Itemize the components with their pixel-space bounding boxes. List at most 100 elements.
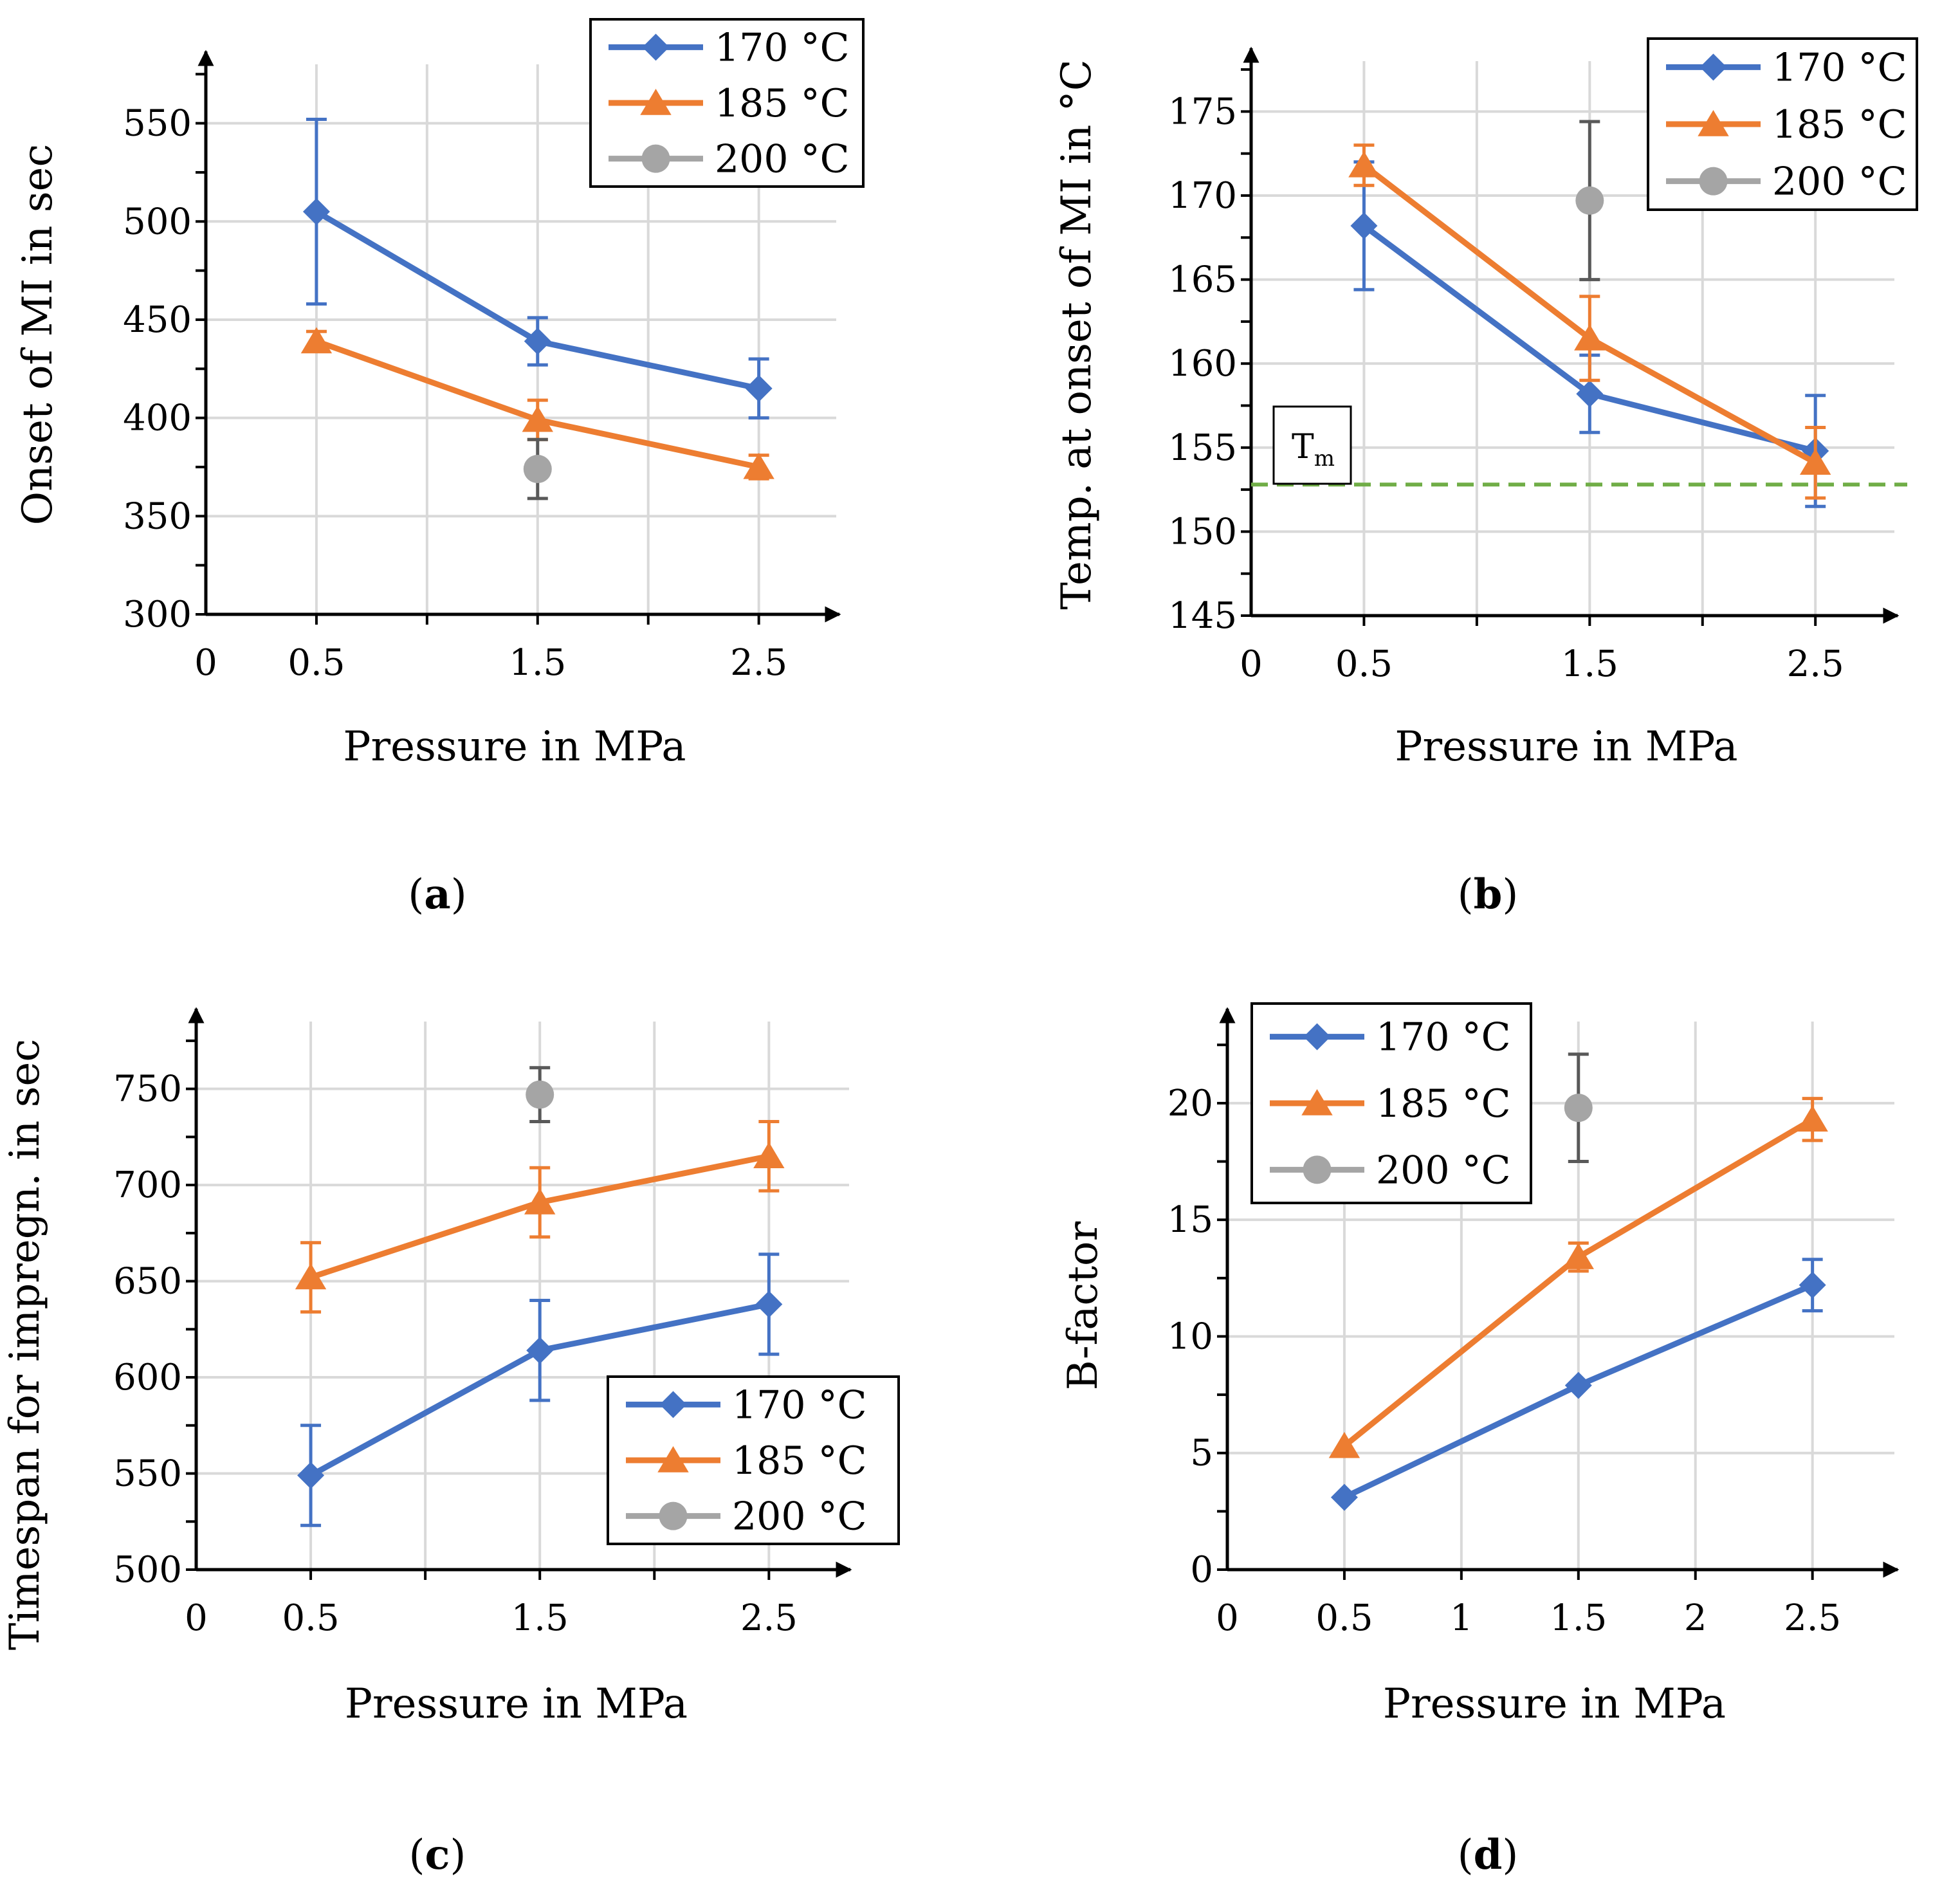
legend-marker-circle xyxy=(1303,1155,1332,1184)
data-point-diamond xyxy=(302,198,330,226)
legend-marker-triangle xyxy=(657,1446,689,1472)
panel-b: 145 150 155 160 165 170 175 0 0.5 1.5 2.5 Pressure … xyxy=(1053,37,1918,919)
x-tick-label: 2.5 xyxy=(730,642,787,684)
data-point-diamond xyxy=(745,374,773,402)
x-axis-label: Pressure in MPa xyxy=(1383,1680,1726,1728)
legend-marker-diamond xyxy=(1303,1023,1331,1050)
y-tick-label: 10 xyxy=(1168,1316,1213,1357)
data-point-diamond xyxy=(1330,1483,1358,1511)
legend-label: 170 °C xyxy=(715,25,850,70)
legend-label: 200 °C xyxy=(1772,160,1907,205)
y-tick-label: 600 xyxy=(113,1357,182,1399)
caption-close: ) xyxy=(451,871,467,919)
legend-label: 185 °C xyxy=(732,1438,867,1483)
data-point-circle xyxy=(526,1080,554,1109)
data-point-triangle xyxy=(1348,151,1380,178)
data-point-triangle xyxy=(1799,448,1831,475)
x-axis-label: Pressure in MPa xyxy=(343,723,686,771)
x-tick-label: 2.5 xyxy=(740,1597,798,1639)
y-tick-label: 175 xyxy=(1168,91,1237,133)
y-tick-label: 155 xyxy=(1168,427,1237,469)
caption-letter: b xyxy=(1474,870,1503,919)
x-axis-label: Pressure in MPa xyxy=(345,1680,688,1728)
panel-a: 300 350 400 450 500 550 0 0.5 1.5 2.5 Pressure in … xyxy=(14,18,865,919)
data-point-triangle xyxy=(753,1142,785,1168)
data-point-triangle xyxy=(1574,324,1606,351)
legend-marker-circle xyxy=(641,144,670,173)
x-axis-label: Pressure in MPa xyxy=(1395,723,1737,771)
legend-marker-triangle xyxy=(640,89,672,115)
data-point-diamond xyxy=(1576,380,1604,408)
data-point-triangle xyxy=(300,327,333,354)
data-point-triangle xyxy=(295,1263,327,1290)
panel-caption: (d) xyxy=(1458,1831,1519,1879)
caption-letter: a xyxy=(424,870,450,919)
data-point-triangle xyxy=(522,405,553,432)
y-tick-label: 400 xyxy=(123,398,192,439)
legend-marker-triangle xyxy=(1301,1089,1333,1115)
panel-d: 0 5 10 15 20 0 0.5 1 1.5 2 2.5 Pressure in MPa B-fac… xyxy=(1059,1002,1900,1879)
legend-marker-diamond xyxy=(1699,53,1727,81)
caption-close: ) xyxy=(1502,1831,1518,1879)
y-tick-label: 170 xyxy=(1168,175,1237,217)
caption-open: ( xyxy=(1458,1831,1474,1879)
caption-letter: d xyxy=(1474,1831,1503,1879)
x-tick-label: 1.5 xyxy=(509,642,566,684)
y-tick-label: 165 xyxy=(1168,259,1237,301)
x-tick-label: 2.5 xyxy=(1784,1597,1841,1639)
panel-caption: (a) xyxy=(408,870,466,919)
y-tick-label: 300 xyxy=(123,594,192,636)
data-point-diamond xyxy=(1564,1372,1592,1399)
legend-label: 200 °C xyxy=(715,137,850,182)
caption-letter: c xyxy=(425,1831,450,1879)
data-point-triangle xyxy=(524,1188,556,1215)
legend-label: 200 °C xyxy=(1376,1148,1511,1193)
legend-marker-diamond xyxy=(642,33,670,61)
panel-c: 500 550 600 650 700 750 0 0.5 1.5 2.5 Pressure in … xyxy=(1,1007,900,1879)
data-point-diamond xyxy=(1350,212,1378,239)
x-tick-label: 0 xyxy=(185,1597,208,1639)
data-point-diamond xyxy=(297,1462,325,1489)
data-point-circle xyxy=(1564,1094,1593,1123)
y-tick-label: 500 xyxy=(123,201,192,243)
y-tick-label: 150 xyxy=(1168,511,1237,553)
data-point-diamond xyxy=(1799,1271,1826,1299)
legend-marker-circle xyxy=(659,1501,688,1530)
x-tick-label: 2 xyxy=(1684,1597,1707,1639)
panel-caption: (b) xyxy=(1458,870,1519,919)
legend-label: 185 °C xyxy=(715,81,850,126)
data-point-circle xyxy=(523,455,552,484)
x-tick-label: 0 xyxy=(1216,1597,1239,1639)
data-point-triangle xyxy=(1562,1243,1594,1269)
y-tick-label: 0 xyxy=(1190,1549,1213,1591)
x-tick-label: 1.5 xyxy=(1550,1597,1607,1639)
y-tick-label: 500 xyxy=(113,1549,182,1591)
y-tick-label: 145 xyxy=(1168,595,1237,637)
x-tick-label: 2.5 xyxy=(1787,643,1844,685)
data-point-diamond xyxy=(524,327,551,355)
x-tick-label: 0.5 xyxy=(282,1597,340,1639)
y-axis-label: Temp. at onset of MI in °C xyxy=(1053,59,1101,609)
legend-marker-diamond xyxy=(659,1391,687,1418)
x-tick-label: 0.5 xyxy=(1315,1597,1373,1639)
caption-close: ) xyxy=(450,1831,466,1879)
legend-label: 170 °C xyxy=(1772,45,1907,90)
x-tick-label: 0.5 xyxy=(288,642,345,684)
y-axis-label: B-factor xyxy=(1059,1221,1107,1390)
data-point-triangle xyxy=(1328,1431,1360,1458)
panel-caption: (c) xyxy=(409,1831,466,1879)
legend-marker-circle xyxy=(1699,167,1728,196)
x-tick-label: 0 xyxy=(194,642,217,684)
tm-label-box xyxy=(1272,405,1352,485)
tm-label-subscript: m xyxy=(1314,446,1335,472)
legend-label: 185 °C xyxy=(1376,1081,1511,1126)
x-tick-label: 1 xyxy=(1450,1597,1473,1639)
y-tick-label: 350 xyxy=(123,495,192,537)
data-point-triangle xyxy=(743,452,774,479)
y-tick-label: 550 xyxy=(113,1453,182,1495)
y-tick-label: 550 xyxy=(123,103,192,145)
x-tick-label: 1.5 xyxy=(1561,643,1618,685)
caption-open: ( xyxy=(409,1831,425,1879)
y-tick-label: 450 xyxy=(123,299,192,341)
